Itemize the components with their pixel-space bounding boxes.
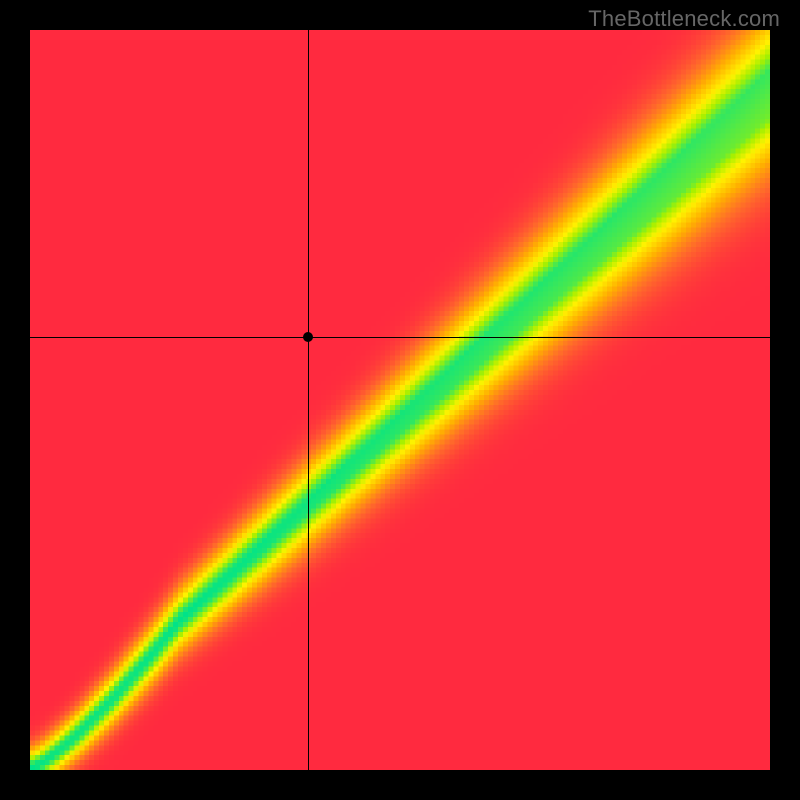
watermark-text: TheBottleneck.com: [588, 6, 780, 32]
plot-area: [30, 30, 770, 770]
crosshair-vertical: [308, 30, 309, 770]
heatmap-canvas: [30, 30, 770, 770]
chart-container: TheBottleneck.com: [0, 0, 800, 800]
crosshair-horizontal: [30, 337, 770, 338]
marker-dot: [303, 332, 313, 342]
